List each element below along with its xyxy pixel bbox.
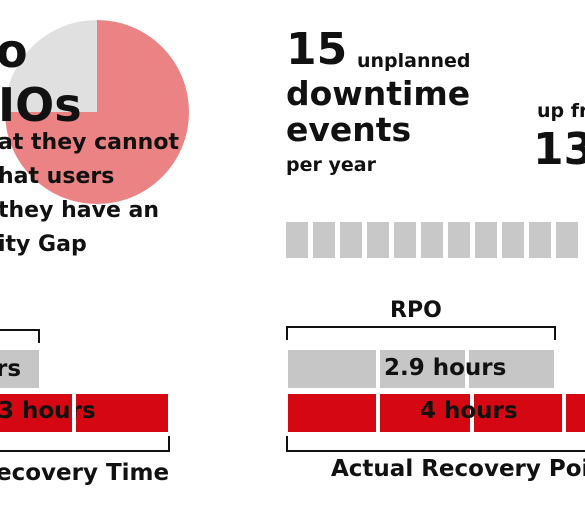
- segment: [313, 222, 335, 258]
- right-footer-label: Actual Recovery Poi: [331, 456, 585, 482]
- left-body-line-4: ity Gap: [0, 232, 87, 257]
- actual-bar: 4 hours: [288, 394, 585, 432]
- left-red-bar-divider: [72, 394, 76, 432]
- segment: [286, 222, 308, 258]
- rpo-bracket: [286, 326, 556, 340]
- rpo-bar-divider: [376, 350, 380, 388]
- actual-bracket: [286, 436, 585, 452]
- segment: [529, 222, 551, 258]
- actual-bar-divider: [562, 394, 566, 432]
- left-top-bracket: [0, 329, 40, 343]
- segment: [475, 222, 497, 258]
- segment: [556, 222, 578, 258]
- events-line-2: downtime: [286, 74, 471, 113]
- left-headline-fragment-1: o: [0, 24, 28, 78]
- up-from-number: 13: [533, 124, 585, 175]
- left-footer-label: ecovery Time: [0, 460, 170, 486]
- segment: [421, 222, 443, 258]
- rpo-value: 2.9 hours: [384, 355, 507, 381]
- actual-bar-divider: [470, 394, 474, 432]
- rpo-title: RPO: [390, 298, 442, 323]
- segment: [367, 222, 389, 258]
- events-number: 15: [286, 24, 348, 75]
- pie-chart: [5, 20, 189, 204]
- segment: [502, 222, 524, 258]
- actual-bar-divider: [376, 394, 380, 432]
- segment: [340, 222, 362, 258]
- events-line-3: events: [286, 110, 412, 149]
- left-grey-bar: rs: [0, 350, 39, 388]
- events-suffix: unplanned: [357, 50, 471, 72]
- left-body-line-3: they have an: [0, 198, 160, 223]
- rpo-bar: 2.9 hours: [288, 350, 554, 388]
- left-body-line-2: hat users: [0, 164, 115, 189]
- actual-value: 4 hours: [420, 398, 518, 424]
- left-red-bar: 3 hours: [0, 394, 168, 432]
- left-headline-fragment-2: IOs: [0, 78, 82, 132]
- left-red-bar-label: 3 hours: [0, 398, 96, 424]
- segment: [448, 222, 470, 258]
- left-bottom-bracket: [0, 436, 170, 452]
- events-line-4: per year: [286, 154, 376, 176]
- segment: [394, 222, 416, 258]
- up-from-label: up fr: [537, 100, 585, 122]
- left-body-line-1: at they cannot: [0, 130, 179, 155]
- pie-slice-grey: [5, 20, 97, 112]
- rpo-bar-divider: [465, 350, 469, 388]
- left-grey-bar-label: rs: [0, 356, 22, 382]
